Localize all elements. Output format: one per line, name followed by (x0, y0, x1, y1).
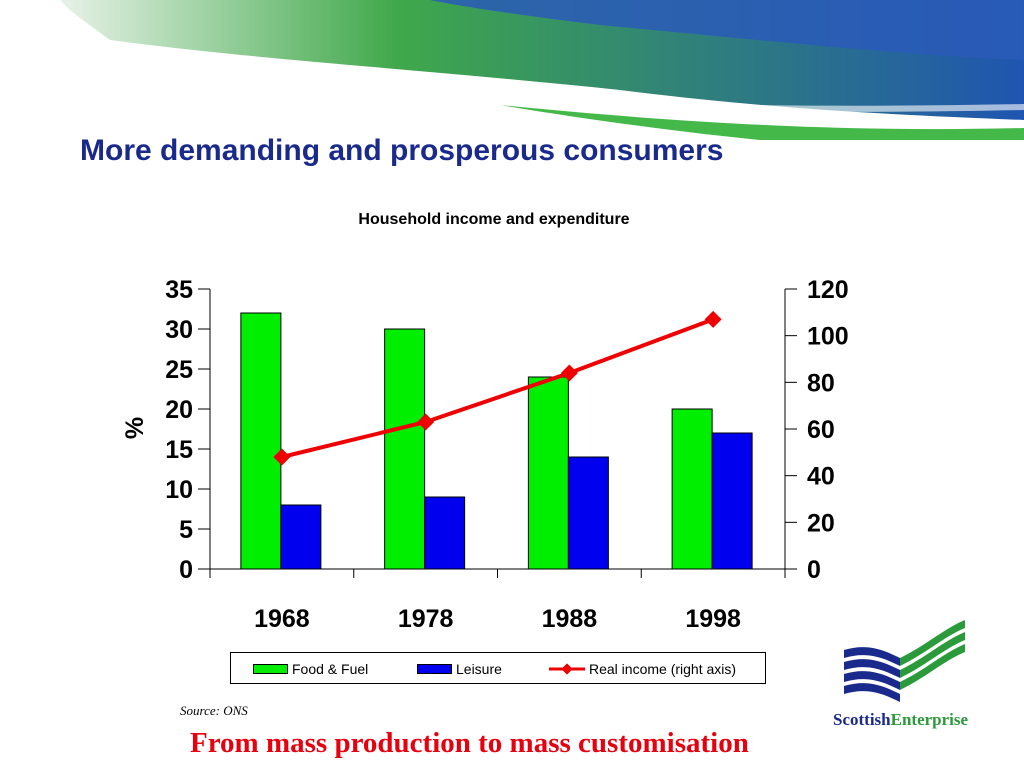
y2-tick-label: 40 (807, 463, 835, 491)
logo-text-part1: Scottish (833, 710, 891, 729)
plot-area: 0 5 10 15 20 25 30 35 0 20 40 60 80 100 120 1968 1978 198… (165, 276, 849, 633)
y-tick-label: 10 (165, 476, 193, 504)
footer-tagline: From mass production to mass customisati… (190, 727, 749, 759)
bar-food-fuel (384, 328, 426, 570)
legend: Food & Fuel Leisure Real income (right a… (230, 652, 766, 684)
x-tick-label: 1968 (254, 605, 310, 633)
y2-tick-label: 20 (807, 509, 835, 537)
chart-title: Household income and expenditure (358, 211, 629, 228)
y2-tick-label: 80 (807, 369, 835, 397)
y-tick-label: 5 (179, 516, 193, 544)
y-tick-label: 35 (165, 276, 193, 304)
point-real-income (704, 310, 722, 328)
legend-item-food-fuel: Food & Fuel (253, 661, 368, 677)
y2-tick-label: 120 (807, 276, 849, 304)
y-axis-label: % (121, 417, 149, 439)
point-real-income (417, 413, 435, 431)
point-real-income (273, 448, 291, 466)
source-note: Source: ONS (180, 703, 248, 718)
y2-tick-label: 0 (807, 556, 821, 584)
logo-text-part2: Enterprise (890, 710, 969, 729)
x-tick-label: 1978 (398, 605, 454, 633)
y-tick-label: 30 (165, 316, 193, 344)
x-tick-label: 1988 (542, 605, 598, 633)
legend-swatch-leisure (417, 664, 452, 674)
y-tick-label: 0 (179, 556, 193, 584)
bar-food-fuel (527, 376, 569, 570)
bar-leisure (280, 504, 322, 570)
y-tick-label: 20 (165, 396, 193, 424)
legend-label-real-income: Real income (right axis) (589, 661, 737, 677)
legend-item-leisure: Leisure (417, 661, 502, 677)
legend-item-real-income: Real income (right axis) (549, 661, 736, 677)
logo-text: ScottishEnterprise (833, 710, 968, 730)
y2-tick-label: 60 (807, 416, 835, 444)
bar-leisure (424, 496, 466, 570)
scottish-enterprise-logo: ScottishEnterprise (830, 618, 990, 730)
header-banner (60, 0, 1024, 140)
bar-food-fuel (240, 312, 282, 570)
y-tick-label: 25 (165, 356, 193, 384)
line-real-income (281, 317, 714, 459)
legend-label-leisure: Leisure (456, 661, 502, 677)
x-tick-label: 1998 (685, 605, 741, 633)
bar-leisure (711, 432, 753, 570)
legend-label-food-fuel: Food & Fuel (292, 661, 369, 677)
point-real-income (560, 364, 578, 382)
y-tick-label: 15 (165, 436, 193, 464)
chart: Household income and expenditure % 0 5 10 1… (121, 211, 849, 633)
logo-mark-icon (844, 620, 965, 702)
slide-title: More demanding and prosperous consumers (80, 134, 724, 167)
y2-tick-label: 100 (807, 323, 849, 351)
bar-leisure (567, 456, 609, 570)
legend-swatch-food-fuel (253, 664, 288, 674)
bar-food-fuel (671, 408, 713, 570)
legend-swatch-real-income (549, 663, 585, 675)
